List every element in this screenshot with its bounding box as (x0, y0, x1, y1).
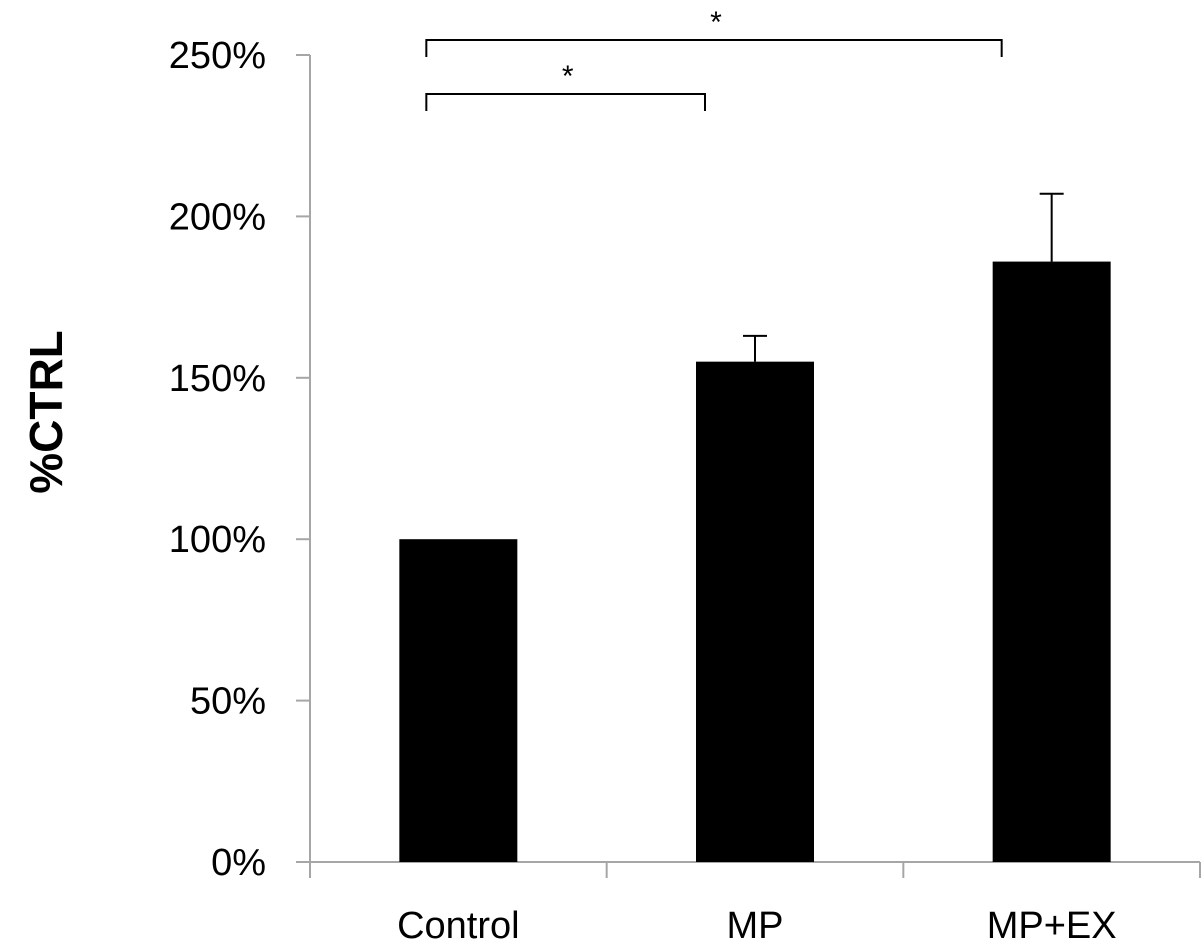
y-tick-label: 150% (169, 358, 266, 400)
category-label: MP+EX (987, 905, 1117, 947)
category-labels: Control MP MP+EX (397, 905, 1117, 947)
significance-star: * (562, 60, 574, 93)
bars (399, 261, 1111, 862)
y-tick-label: 100% (169, 519, 266, 561)
y-axis-ticks: 0% 50% 100% 150% 200% 250% (169, 35, 310, 884)
bar-mp (696, 361, 814, 862)
bar-control (399, 539, 518, 862)
category-label: MP (727, 905, 784, 947)
significance-annotations: ** (425, 6, 1003, 111)
y-axis-label: %CTRL (20, 330, 72, 494)
y-tick-label: 200% (169, 196, 266, 238)
y-tick-label: 250% (169, 35, 266, 77)
category-label: Control (397, 905, 520, 947)
error-bars (743, 192, 1064, 362)
y-tick-label: 0% (211, 842, 266, 884)
significance-star: * (710, 6, 722, 39)
y-tick-label: 50% (190, 681, 266, 723)
bar-mp-ex (992, 261, 1111, 862)
significance-bracket (425, 93, 706, 111)
significance-bracket (425, 39, 1003, 57)
